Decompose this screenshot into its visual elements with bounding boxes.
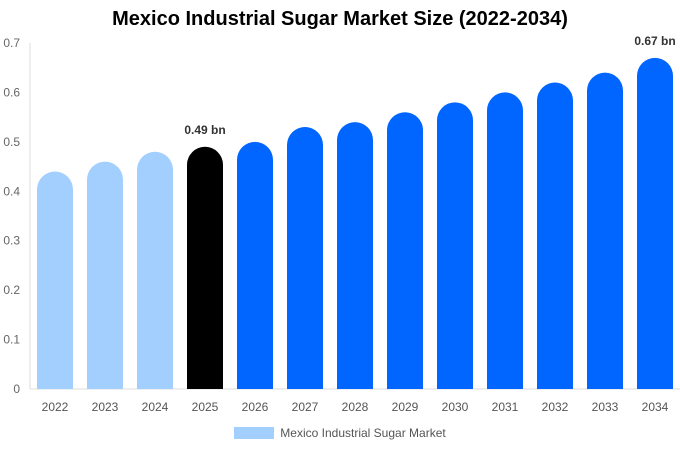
y-tick-label: 0.5 [3,135,20,149]
data-label: 0.67 bn [634,34,675,48]
x-tick-label: 2034 [642,400,669,414]
chart-title: Mexico Industrial Sugar Market Size (202… [112,8,568,30]
x-tick-label: 2028 [342,400,369,414]
y-tick-label: 0.6 [3,85,20,99]
bar-2024 [137,151,173,389]
x-tick-label: 2029 [392,400,419,414]
y-tick-label: 0.3 [3,234,20,248]
x-tick-label: 2027 [292,400,319,414]
x-tick-label: 2032 [542,400,569,414]
bar-2030 [437,102,473,390]
x-tick-label: 2024 [142,400,169,414]
y-tick-label: 0 [13,382,20,396]
bar-2032 [537,82,573,390]
bar-2034 [637,57,673,389]
y-tick-label: 0.1 [3,333,20,347]
x-tick-label: 2023 [92,400,119,414]
bar-2023 [87,161,123,389]
x-tick-label: 2033 [592,400,619,414]
y-tick-label: 0.4 [3,184,20,198]
bar-2029 [387,112,423,389]
legend-swatch [234,427,275,439]
bar-2033 [587,72,623,390]
bar-2031 [487,92,523,389]
legend: Mexico Industrial Sugar Market [0,426,680,440]
bar-2026 [237,141,273,389]
y-tick-label: 0.7 [3,36,20,50]
y-tick-label: 0.2 [3,283,20,297]
x-tick-label: 2025 [192,400,219,414]
bar-2022 [37,171,73,389]
bar-2025 [187,146,223,389]
x-tick-label: 2030 [442,400,469,414]
x-tick-label: 2031 [492,400,519,414]
bar-2028 [337,122,373,390]
x-tick-label: 2022 [42,400,69,414]
data-label: 0.49 bn [184,123,225,137]
x-tick-label: 2026 [242,400,269,414]
bar-2027 [287,127,323,389]
legend-label: Mexico Industrial Sugar Market [280,426,446,440]
